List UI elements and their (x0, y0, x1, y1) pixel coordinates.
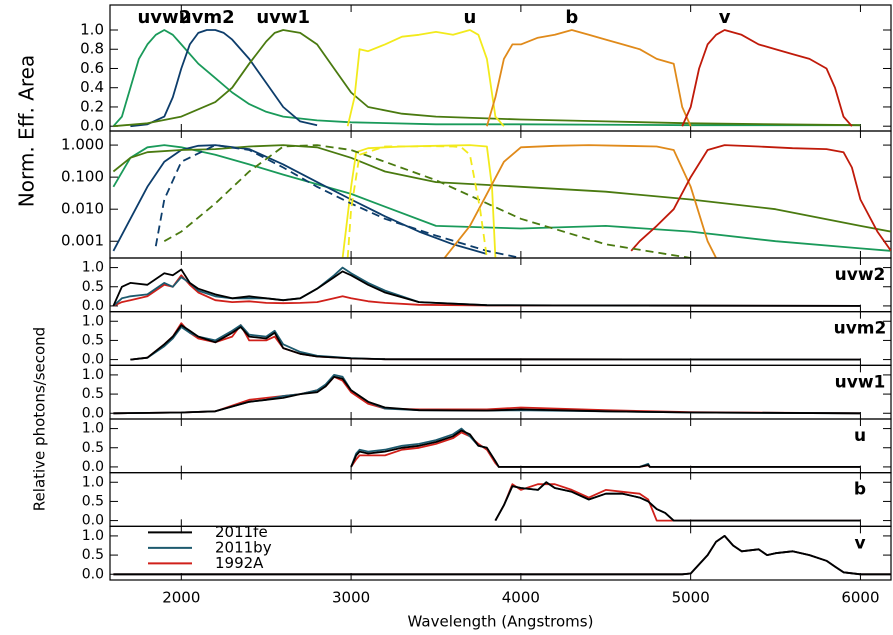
y-tick-label: 0.6 (80, 59, 104, 77)
plot-area (112, 144, 891, 258)
y-tick-label: 0.0 (82, 405, 104, 421)
series-line (130, 29, 318, 128)
y-tick-label: 1.0 (82, 367, 104, 383)
series-line (112, 144, 891, 233)
plot-area (112, 29, 861, 128)
panel-frame (109, 525, 892, 581)
y-tick-label: 1.0 (82, 528, 104, 544)
series-line (112, 29, 861, 127)
filter-label: u (464, 7, 477, 28)
x-tick-label: 5000 (672, 589, 710, 607)
y-tick-label: 0.001 (61, 232, 104, 250)
y-tick-label: 0.010 (61, 200, 104, 218)
panel-label: uvw2 (835, 265, 886, 285)
y-tick-label: 0.4 (80, 78, 104, 96)
legend-label: 1992A (215, 554, 264, 572)
y-tick-label: 1.0 (82, 260, 104, 276)
legend-label: 2011by (215, 538, 272, 556)
series-line (350, 429, 861, 468)
series-line (494, 483, 861, 522)
series-line (346, 29, 505, 127)
series-line (494, 481, 861, 522)
series-line (350, 427, 861, 468)
y-tick-label: 1.0 (82, 474, 104, 490)
panel-label: v (854, 533, 865, 553)
plot-area (130, 322, 861, 361)
panel-label: uvm2 (834, 319, 887, 339)
y-tick-label: 1.0 (80, 21, 104, 39)
legend-label: 2011fe (215, 523, 268, 541)
y-tick-label: 0.2 (80, 97, 104, 115)
series-line (443, 144, 717, 258)
plot-area (350, 427, 861, 468)
series-line (113, 274, 861, 307)
y-tick-label: 0.5 (82, 279, 104, 295)
panel-label: b (854, 480, 866, 500)
series-line (130, 324, 861, 361)
x-tick-label: 4000 (502, 589, 540, 607)
series-line (494, 481, 861, 522)
plot-area (494, 481, 861, 522)
y-tick-label: 0.5 (82, 493, 104, 509)
panel-label: u (854, 426, 866, 446)
y-tick-label: 0.0 (82, 459, 104, 475)
y-tick-label: 0.0 (82, 513, 104, 529)
y-axis-label: Norm. Eff. Area (15, 55, 39, 207)
y-tick-label: 0.0 (82, 298, 104, 314)
series-line (350, 431, 861, 468)
y-tick-label: 0.0 (82, 566, 104, 582)
series-line (130, 322, 861, 361)
filter-label: uvw2 (137, 7, 191, 28)
y-tick-label: 1.0 (82, 421, 104, 437)
series-line (112, 266, 861, 307)
panel-frame (109, 257, 892, 313)
y-axis-label: Relative photons/second (31, 327, 49, 511)
series-line (112, 144, 891, 252)
series-line (113, 29, 861, 128)
series-line (112, 268, 861, 307)
x-tick-label: 2000 (162, 589, 200, 607)
filter-label: uvm2 (179, 7, 235, 28)
x-tick-label: 6000 (841, 589, 879, 607)
y-tick-label: 0.5 (82, 547, 104, 563)
panel-label: uvw1 (835, 372, 886, 392)
y-tick-label: 0.5 (82, 332, 104, 348)
series-line (163, 144, 691, 258)
series-line (630, 144, 891, 252)
series-line (113, 375, 861, 415)
filter-label: v (719, 7, 731, 28)
x-tick-label: 3000 (332, 589, 370, 607)
panel-frame (109, 130, 892, 259)
series-line (154, 144, 522, 258)
series-line (341, 144, 497, 258)
y-tick-label: 0.0 (80, 117, 104, 135)
series-line (486, 29, 692, 127)
y-tick-label: 1.000 (61, 136, 104, 154)
series-line (681, 29, 853, 127)
series-line (113, 375, 861, 415)
panel-frame (109, 472, 892, 527)
y-tick-label: 0.5 (82, 386, 104, 402)
panel-frame (109, 418, 892, 474)
filter-label: uvw1 (256, 7, 310, 28)
y-tick-label: 0.0 (82, 352, 104, 368)
plot-area (113, 535, 891, 576)
y-tick-label: 1.0 (82, 313, 104, 329)
filter-label: b (565, 7, 578, 28)
plot-area (112, 266, 861, 307)
y-tick-label: 0.100 (61, 168, 104, 186)
series-line (130, 324, 861, 361)
plot-area (113, 374, 861, 415)
y-tick-label: 0.8 (80, 40, 104, 58)
y-tick-label: 0.5 (82, 440, 104, 456)
series-line (113, 535, 891, 576)
series-line (346, 145, 488, 258)
x-axis-label: Wavelength (Angstroms) (408, 613, 594, 631)
